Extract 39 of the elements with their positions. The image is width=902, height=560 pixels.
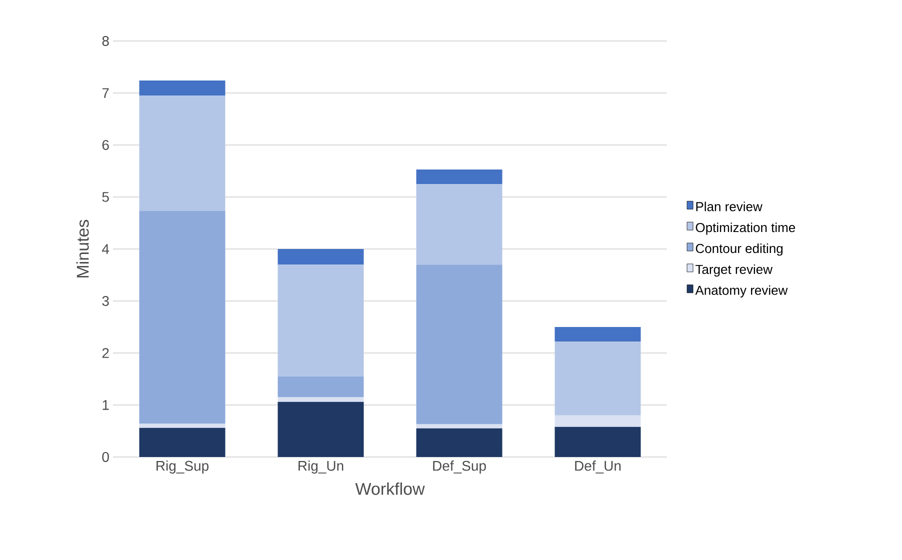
y-tick-label: 6	[102, 140, 109, 150]
bar	[554, 327, 641, 342]
bar	[139, 96, 226, 212]
bar	[554, 426, 641, 457]
bar	[278, 264, 364, 376]
bar	[139, 428, 226, 457]
bar	[139, 211, 226, 424]
x-axis-title: Workflow	[355, 482, 425, 495]
bar	[416, 169, 502, 184]
bar	[278, 249, 364, 265]
legend-label: Contour editing	[696, 244, 783, 256]
bar	[416, 264, 502, 424]
x-tick-label: Rig_Un	[298, 460, 344, 474]
y-tick-label: 5	[102, 192, 109, 202]
y-tick-label: 3	[102, 296, 109, 306]
legend-label: Optimization time	[696, 222, 796, 235]
bar	[139, 424, 226, 428]
y-tick-label: 7	[102, 88, 109, 98]
legend-label: Anatomy review	[695, 285, 788, 298]
x-tick-label: Def_Un	[575, 460, 621, 474]
bar	[278, 397, 364, 402]
bar	[554, 342, 641, 416]
y-tick-label: 4	[102, 244, 110, 254]
bar	[416, 428, 502, 457]
bar	[139, 80, 226, 96]
y-tick-label: 2	[102, 348, 109, 358]
bar	[278, 376, 364, 398]
bar	[416, 184, 502, 265]
y-tick-label: 1	[102, 400, 109, 410]
bar	[416, 424, 502, 428]
legend-label: Target review	[696, 264, 773, 277]
bar	[278, 402, 364, 457]
y-tick-label: 0	[102, 452, 109, 462]
bar	[554, 415, 641, 427]
y-axis-title: Minutes	[76, 220, 89, 278]
legend-label: Plan review	[696, 202, 762, 212]
x-tick-label: Def_Sup	[433, 460, 486, 474]
x-tick-label: Rig_Sup	[156, 460, 209, 474]
y-tick-label: 8	[102, 36, 109, 46]
